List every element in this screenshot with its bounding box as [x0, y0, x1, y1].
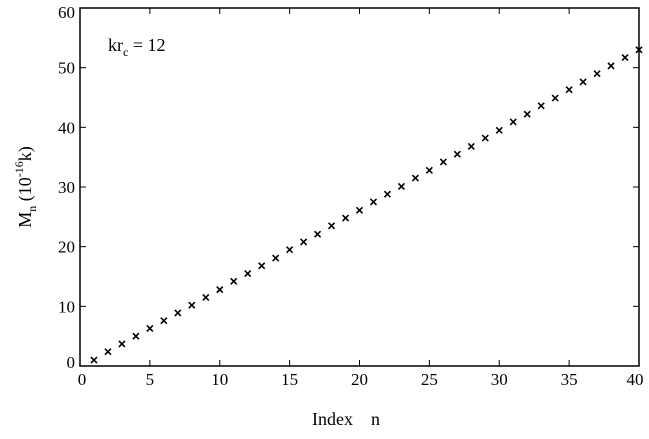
- data-point: [202, 293, 210, 301]
- data-point: [579, 78, 587, 86]
- data-point: [188, 301, 196, 309]
- y-tick-label: 10: [58, 297, 75, 316]
- data-point: [258, 262, 266, 270]
- x-tick-label: 10: [211, 370, 228, 389]
- data-point: [495, 126, 503, 134]
- y-tick-label: 30: [58, 178, 75, 197]
- data-point: [174, 309, 182, 317]
- data-point: [397, 182, 405, 190]
- data-point: [300, 238, 308, 246]
- data-point: [635, 46, 643, 54]
- data-point: [314, 230, 322, 238]
- data-point: [537, 102, 545, 110]
- data-point: [509, 118, 517, 126]
- x-tick-label: 5: [146, 370, 155, 389]
- data-markers: [90, 46, 643, 364]
- data-point: [439, 158, 447, 166]
- data-point: [341, 214, 350, 222]
- y-tick-label: 50: [58, 59, 75, 78]
- data-point: [355, 206, 364, 214]
- data-point: [230, 277, 238, 285]
- x-tick-label: 25: [421, 370, 438, 389]
- plot-area: [79, 7, 640, 367]
- x-tick-label: 20: [351, 370, 368, 389]
- y-axis-label: Mn (10-16k): [12, 146, 39, 228]
- y-tick-label: 20: [58, 238, 75, 257]
- x-tick-label: 30: [491, 370, 508, 389]
- data-point: [593, 70, 601, 78]
- data-point: [411, 174, 419, 182]
- data-point: [467, 142, 475, 150]
- x-tick-label: 40: [627, 370, 644, 389]
- axis-ticks: [79, 7, 640, 367]
- y-tick-label: 60: [58, 3, 75, 22]
- data-point: [118, 340, 126, 348]
- x-tick-label: 0: [78, 370, 87, 389]
- data-point: [90, 356, 98, 364]
- annotation-label: krc = 12: [108, 35, 165, 59]
- data-point: [272, 254, 280, 262]
- data-point: [160, 317, 168, 325]
- data-point: [383, 190, 392, 198]
- data-point: [327, 222, 336, 230]
- data-point: [132, 332, 140, 340]
- x-tick-label: 15: [281, 370, 298, 389]
- data-point: [481, 134, 489, 142]
- data-point: [425, 166, 433, 174]
- data-point: [146, 324, 154, 332]
- data-point: [621, 53, 629, 62]
- data-point: [286, 246, 294, 254]
- data-point: [551, 94, 559, 102]
- y-tick-label: 40: [58, 118, 75, 137]
- data-point: [244, 269, 252, 278]
- data-point: [607, 62, 615, 70]
- data-point: [453, 150, 461, 158]
- y-tick-label: 0: [67, 353, 76, 372]
- data-point: [216, 286, 224, 294]
- data-point: [104, 348, 112, 356]
- x-tick-label: 35: [561, 370, 578, 389]
- x-axis-label: Index n: [312, 409, 380, 429]
- data-point: [369, 198, 378, 206]
- data-point: [565, 86, 573, 94]
- axis-tick-labels: 0 5 10 15 20 25 30 35 40 0 10 20 30 40 50 60: [58, 3, 644, 389]
- data-point: [523, 110, 531, 118]
